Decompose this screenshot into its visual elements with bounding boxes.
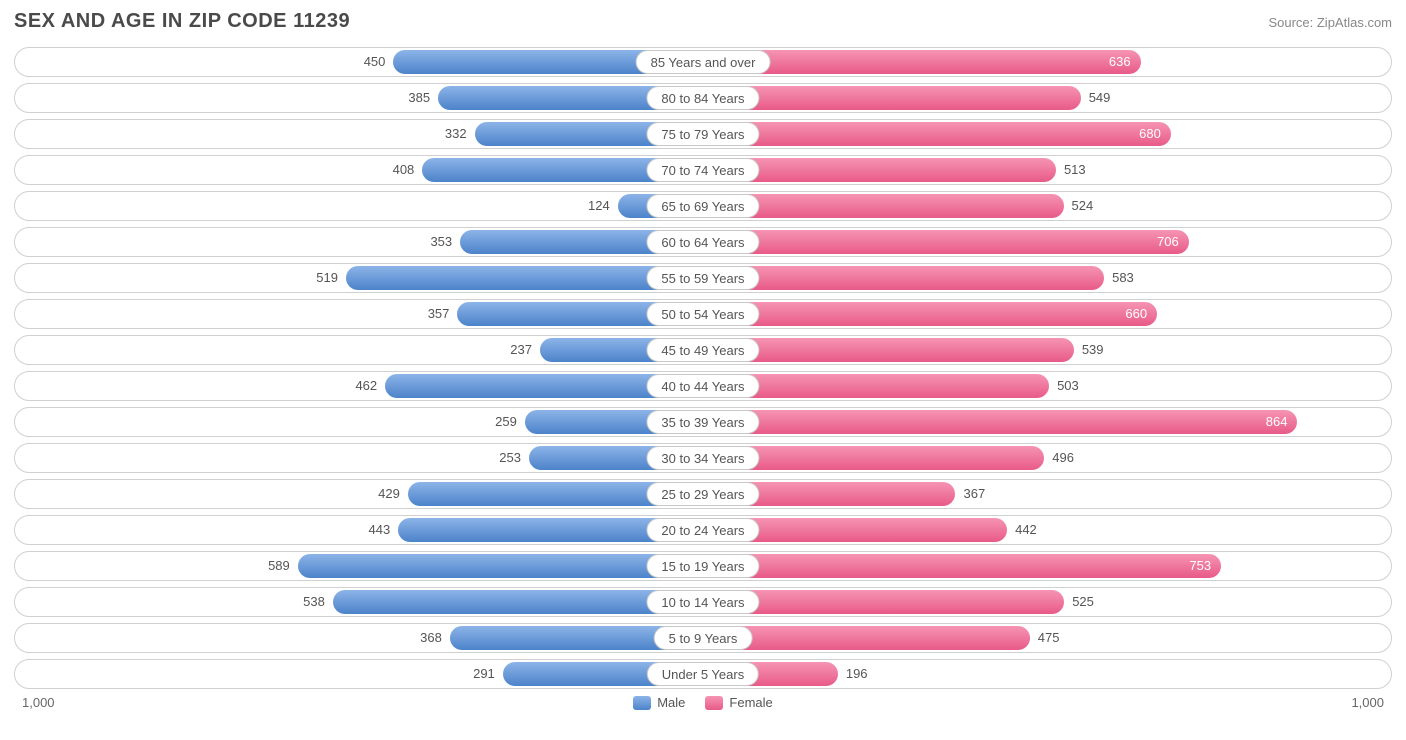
female-bar	[703, 410, 1297, 434]
male-value: 589	[268, 552, 298, 580]
legend-female: Female	[705, 695, 772, 710]
pyramid-row: 429 367 25 to 29 Years	[14, 479, 1392, 509]
male-value: 429	[378, 480, 408, 508]
female-value: 583	[1104, 264, 1134, 292]
male-value: 519	[316, 264, 346, 292]
category-label: 80 to 84 Years	[646, 86, 759, 110]
pyramid-row: 519 583 55 to 59 Years	[14, 263, 1392, 293]
legend-female-label: Female	[729, 695, 772, 710]
female-bar	[703, 554, 1221, 578]
pyramid-row: 462 503 40 to 44 Years	[14, 371, 1392, 401]
male-value: 385	[408, 84, 438, 112]
female-bar	[703, 86, 1081, 110]
pyramid-row: 385 549 80 to 84 Years	[14, 83, 1392, 113]
male-value: 538	[303, 588, 333, 616]
category-label: 55 to 59 Years	[646, 266, 759, 290]
female-value: 539	[1074, 336, 1104, 364]
pyramid-row: 589 753 15 to 19 Years	[14, 551, 1392, 581]
female-bar	[703, 302, 1157, 326]
category-label: 40 to 44 Years	[646, 374, 759, 398]
population-pyramid: 450 636 85 Years and over 385 549 80 to 84 Ye…	[14, 47, 1392, 689]
pyramid-row: 538 525 10 to 14 Years	[14, 587, 1392, 617]
male-value: 237	[510, 336, 540, 364]
female-value: 367	[955, 480, 985, 508]
pyramid-row: 353 706 60 to 64 Years	[14, 227, 1392, 257]
female-bar	[703, 122, 1171, 146]
pyramid-row: 124 524 65 to 69 Years	[14, 191, 1392, 221]
category-label: 45 to 49 Years	[646, 338, 759, 362]
axis-label-right: 1,000	[1351, 695, 1384, 710]
female-value: 475	[1030, 624, 1060, 652]
female-value: 503	[1049, 372, 1079, 400]
female-value: 513	[1056, 156, 1086, 184]
male-value: 353	[430, 228, 460, 256]
male-value: 408	[393, 156, 423, 184]
male-value: 259	[495, 408, 525, 436]
axis-label-left: 1,000	[22, 695, 55, 710]
female-value: 636	[1109, 48, 1141, 76]
category-label: 35 to 39 Years	[646, 410, 759, 434]
male-value: 291	[473, 660, 503, 688]
category-label: 5 to 9 Years	[654, 626, 753, 650]
legend: Male Female	[633, 695, 773, 710]
category-label: 65 to 69 Years	[646, 194, 759, 218]
female-value: 864	[1266, 408, 1298, 436]
pyramid-row: 443 442 20 to 24 Years	[14, 515, 1392, 545]
swatch-male	[633, 696, 651, 710]
category-label: Under 5 Years	[647, 662, 759, 686]
female-value: 706	[1157, 228, 1189, 256]
legend-male-label: Male	[657, 695, 685, 710]
pyramid-row: 368 475 5 to 9 Years	[14, 623, 1392, 653]
female-value: 549	[1081, 84, 1111, 112]
pyramid-row: 253 496 30 to 34 Years	[14, 443, 1392, 473]
category-label: 50 to 54 Years	[646, 302, 759, 326]
male-value: 357	[428, 300, 458, 328]
female-value: 496	[1044, 444, 1074, 472]
male-bar	[298, 554, 703, 578]
male-value: 253	[499, 444, 529, 472]
legend-male: Male	[633, 695, 685, 710]
category-label: 60 to 64 Years	[646, 230, 759, 254]
pyramid-row: 450 636 85 Years and over	[14, 47, 1392, 77]
female-bar	[703, 230, 1189, 254]
pyramid-row: 408 513 70 to 74 Years	[14, 155, 1392, 185]
male-value: 443	[369, 516, 399, 544]
category-label: 10 to 14 Years	[646, 590, 759, 614]
category-label: 75 to 79 Years	[646, 122, 759, 146]
male-value: 124	[588, 192, 618, 220]
female-value: 525	[1064, 588, 1094, 616]
male-value: 462	[355, 372, 385, 400]
pyramid-row: 259 864 35 to 39 Years	[14, 407, 1392, 437]
swatch-female	[705, 696, 723, 710]
female-value: 196	[838, 660, 868, 688]
male-value: 332	[445, 120, 475, 148]
pyramid-row: 332 680 75 to 79 Years	[14, 119, 1392, 149]
chart-title: SEX AND AGE IN ZIP CODE 11239	[14, 10, 350, 33]
female-value: 660	[1125, 300, 1157, 328]
pyramid-row: 237 539 45 to 49 Years	[14, 335, 1392, 365]
female-value: 442	[1007, 516, 1037, 544]
category-label: 20 to 24 Years	[646, 518, 759, 542]
category-label: 30 to 34 Years	[646, 446, 759, 470]
category-label: 15 to 19 Years	[646, 554, 759, 578]
female-value: 753	[1189, 552, 1221, 580]
pyramid-row: 357 660 50 to 54 Years	[14, 299, 1392, 329]
category-label: 25 to 29 Years	[646, 482, 759, 506]
female-value: 524	[1064, 192, 1094, 220]
chart-source: Source: ZipAtlas.com	[1268, 15, 1392, 30]
female-value: 680	[1139, 120, 1171, 148]
male-value: 368	[420, 624, 450, 652]
category-label: 70 to 74 Years	[646, 158, 759, 182]
pyramid-row: 291 196 Under 5 Years	[14, 659, 1392, 689]
category-label: 85 Years and over	[636, 50, 771, 74]
male-value: 450	[364, 48, 394, 76]
female-bar	[703, 266, 1104, 290]
